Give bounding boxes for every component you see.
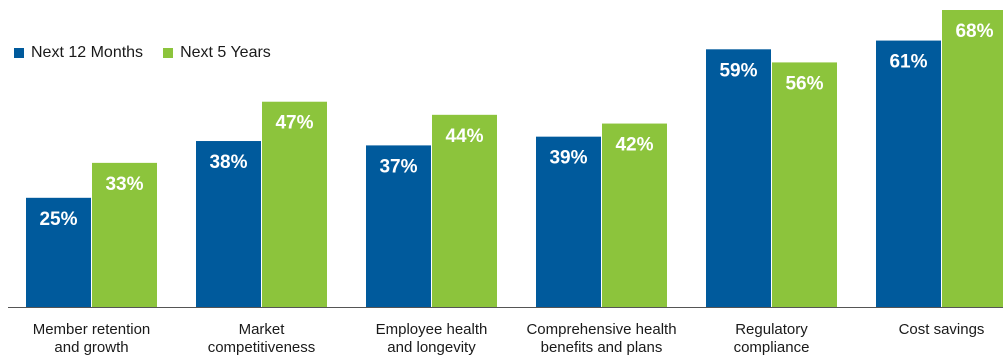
legend-label-next-5-years: Next 5 Years [180, 44, 271, 61]
bar-next-5-years-1 [262, 101, 327, 308]
category-label-1-line-1: competitiveness [208, 339, 316, 356]
bar-next-5-years-4 [772, 62, 837, 307]
legend-label-next-12-months: Next 12 Months [31, 44, 144, 61]
data-label-next-5-years-5: 68% [955, 21, 993, 42]
data-label-next-5-years-1: 47% [275, 113, 313, 134]
legend-item-next-5-years: Next 5 Years [163, 44, 271, 62]
legend-swatch-next-12-months [14, 48, 24, 58]
category-label-5-line-0: Cost savings [899, 321, 985, 338]
data-label-next-12-months-0: 25% [39, 209, 77, 230]
category-label-1-line-0: Market [239, 321, 286, 338]
bar-next-5-years-0 [92, 162, 157, 307]
category-label-3-line-1: benefits and plans [541, 339, 663, 356]
bar-next-12-months-2 [366, 145, 431, 307]
data-label-next-5-years-4: 56% [785, 73, 823, 94]
category-label-3-line-0: Comprehensive health [526, 321, 676, 338]
category-label-0-line-0: Member retention [33, 321, 151, 338]
data-label-next-12-months-3: 39% [549, 148, 587, 169]
category-label-2-line-1: and longevity [387, 339, 476, 356]
data-label-next-5-years-2: 44% [445, 126, 483, 147]
bar-next-12-months-0 [26, 197, 91, 307]
data-label-next-12-months-4: 59% [719, 60, 757, 81]
bar-next-5-years-2 [432, 114, 497, 307]
category-label-4-line-0: Regulatory [735, 321, 808, 338]
bar-next-12-months-1 [196, 141, 261, 307]
bar-next-5-years-5 [942, 10, 1003, 307]
legend: Next 12 Months Next 5 Years [14, 44, 291, 62]
data-label-next-12-months-5: 61% [889, 52, 927, 73]
bar-next-12-months-4 [706, 49, 771, 307]
bar-next-12-months-5 [876, 40, 941, 308]
data-label-next-5-years-3: 42% [615, 135, 653, 156]
data-label-next-12-months-2: 37% [379, 156, 417, 177]
legend-item-next-12-months: Next 12 Months [14, 44, 143, 62]
data-label-next-12-months-1: 38% [209, 152, 247, 173]
legend-swatch-next-5-years [163, 48, 174, 58]
data-label-next-5-years-0: 33% [105, 174, 143, 195]
category-label-4-line-1: compliance [734, 339, 810, 356]
category-label-2-line-0: Employee health [376, 321, 488, 338]
bar-next-12-months-3 [536, 136, 601, 307]
category-label-0-line-1: and growth [54, 339, 128, 356]
bar-next-5-years-3 [602, 123, 667, 307]
